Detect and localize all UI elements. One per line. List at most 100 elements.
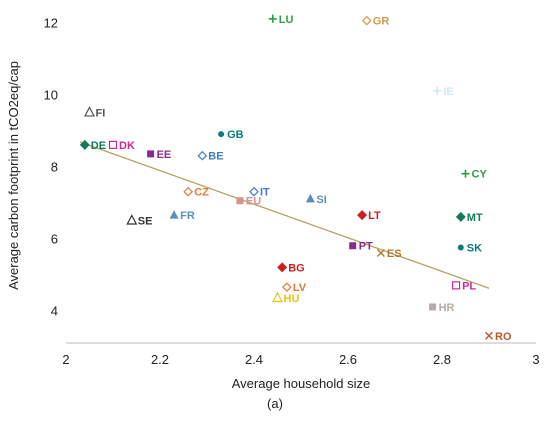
y-tick-label: 12 — [44, 15, 58, 30]
point-label: LV — [293, 282, 307, 294]
point-label: EE — [157, 149, 172, 161]
trendline-layer — [79, 141, 490, 289]
point-label: DK — [119, 140, 135, 152]
marker-pt — [349, 242, 357, 250]
point-gr: GR — [361, 15, 390, 28]
point-label: CY — [472, 169, 488, 181]
point-ee: EE — [147, 149, 171, 161]
point-label: EU — [246, 196, 261, 208]
marker-se — [126, 214, 138, 225]
x-tick-label: 2 — [62, 352, 69, 367]
marker-sk — [457, 244, 464, 251]
x-tick-label: 3 — [532, 352, 539, 367]
point-si: SI — [305, 193, 327, 206]
point-pl: PL — [452, 280, 476, 292]
point-cz: CZ — [183, 186, 209, 199]
point-label: GB — [227, 129, 244, 141]
marker-fr — [169, 210, 179, 219]
point-gb: GB — [218, 129, 244, 141]
point-label: SK — [467, 243, 482, 255]
point-bg: BG — [277, 262, 305, 274]
marker-dk — [108, 140, 118, 149]
point-label: HU — [284, 293, 300, 305]
y-axis-title: Average carbon footprint in tCO2eq/cap — [6, 61, 21, 290]
marker-bg — [277, 262, 288, 273]
y-tick-label: 4 — [51, 304, 58, 319]
point-eu: EU — [236, 196, 261, 208]
point-label: IT — [260, 187, 270, 199]
x-tick-label: 2.4 — [245, 352, 263, 367]
y-tick-label: 10 — [44, 87, 58, 102]
point-lv: LV — [282, 282, 307, 294]
marker-pl — [452, 281, 461, 290]
point-fr: FR — [169, 210, 195, 222]
x-axis-title: Average household size — [232, 376, 371, 391]
marker-hu — [272, 291, 283, 303]
y-tick-label: 6 — [51, 232, 58, 247]
point-label: CZ — [194, 187, 209, 199]
marker-lu — [268, 14, 277, 23]
x-tick-label: 2.6 — [339, 352, 357, 367]
point-label: HR — [439, 302, 455, 314]
marker-de — [79, 139, 90, 150]
point-label: SE — [138, 216, 153, 228]
point-ie: IE — [433, 86, 454, 98]
point-hu: HU — [272, 291, 300, 305]
point-fi: FI — [84, 106, 106, 119]
trendline — [79, 141, 490, 289]
marker-si — [305, 193, 315, 203]
point-label: LU — [279, 14, 294, 26]
x-tick-label: 2.8 — [433, 352, 451, 367]
point-dk: DK — [108, 140, 135, 152]
point-label: ES — [387, 248, 402, 260]
figure-caption: (a) — [267, 396, 283, 411]
marker-mt — [455, 211, 466, 222]
point-label: PT — [359, 241, 373, 253]
point-es: ES — [376, 248, 402, 260]
point-pt: PT — [349, 241, 373, 253]
x-tick-label: 2.2 — [151, 352, 169, 367]
point-label: GR — [373, 16, 390, 28]
point-label: RO — [495, 331, 512, 343]
point-lu: LU — [268, 14, 294, 26]
point-cy: CY — [461, 169, 488, 181]
point-label: FI — [96, 107, 106, 119]
marker-ro — [485, 331, 493, 340]
point-sk: SK — [457, 243, 482, 255]
point-label: MT — [467, 212, 483, 224]
y-tick-label: 8 — [51, 159, 58, 174]
marker-es — [376, 248, 385, 257]
marker-hr — [429, 303, 437, 311]
axes: 2 2.2 2.4 2.6 2.8 3 4 6 8 10 12 — [44, 15, 540, 367]
marker-fi — [84, 106, 95, 117]
point-label: BE — [208, 151, 223, 163]
point-label: IE — [443, 86, 453, 98]
point-label: LT — [368, 210, 381, 222]
marker-gr — [361, 15, 372, 26]
point-de: DE — [79, 139, 106, 152]
point-label: SI — [316, 194, 326, 206]
marker-lv — [282, 282, 292, 293]
point-it: IT — [249, 186, 270, 199]
marker-it — [249, 186, 259, 197]
point-label: PL — [462, 280, 476, 292]
point-be: BE — [197, 150, 224, 163]
point-label: FR — [180, 210, 195, 222]
marker-cy — [461, 169, 470, 178]
marker-ie — [433, 86, 442, 95]
marker-gb — [218, 131, 225, 138]
point-mt: MT — [455, 211, 483, 224]
point-ro: RO — [485, 331, 512, 343]
marker-eu — [236, 197, 244, 205]
point-label: BG — [288, 262, 305, 274]
marker-lt — [357, 210, 368, 221]
marker-ee — [147, 150, 155, 158]
marker-cz — [183, 186, 194, 197]
point-label: DE — [91, 140, 106, 152]
marker-be — [197, 150, 208, 161]
point-se: SE — [126, 214, 153, 228]
point-hr: HR — [429, 302, 455, 314]
point-lt: LT — [357, 210, 381, 222]
